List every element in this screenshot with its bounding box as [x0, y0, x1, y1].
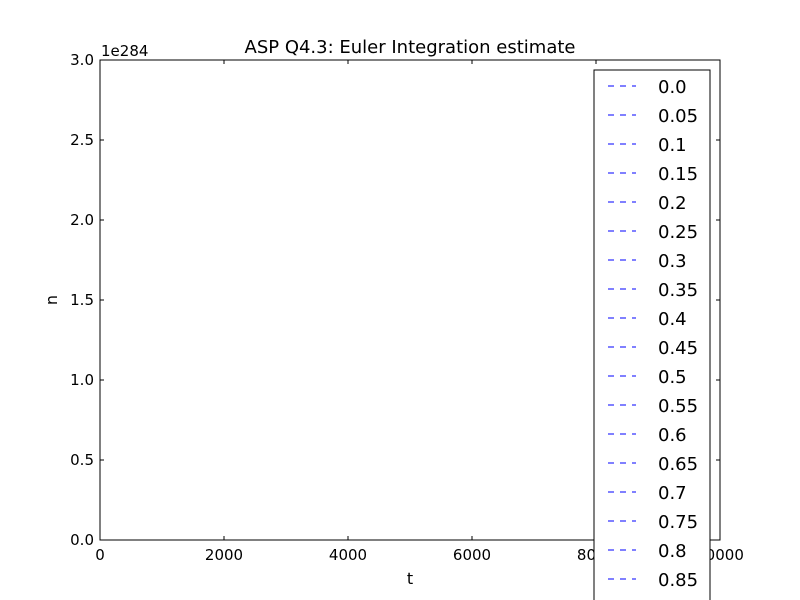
y-tick-label: 0.0	[70, 531, 94, 549]
legend-label: 0.8	[658, 541, 687, 562]
legend-label: 0.0	[658, 77, 687, 98]
legend-box	[593, 69, 711, 600]
legend-label: 0.2	[658, 193, 687, 214]
legend-label: 0.6	[658, 425, 687, 446]
y-axis-label: n	[42, 295, 61, 305]
y-tick-label: 1.5	[70, 291, 94, 309]
y-axis-scale-label: 1e284	[101, 42, 148, 60]
legend-label: 0.4	[658, 309, 687, 330]
legend-label: 0.85	[658, 570, 698, 591]
legend-label: 0.5	[658, 367, 687, 388]
legend-label: 0.35	[658, 280, 698, 301]
legend-label: 0.1	[658, 135, 687, 156]
y-tick-label: 2.0	[70, 211, 94, 229]
legend-label: 0.55	[658, 396, 698, 417]
x-tick-label: 4000	[329, 546, 367, 564]
legend-label: 0.65	[658, 454, 698, 475]
legend-label: 0.05	[658, 106, 698, 127]
legend: 0.0 0.05 0.1 0.15 0.2 0.25 0.3 0.35 0.4 0.45 0.5 0.…	[593, 69, 711, 600]
legend-label: 0.25	[658, 222, 698, 243]
legend-items: 0.0 0.05 0.1 0.15 0.2 0.25 0.3 0.35 0.4 0.45 0.5 0.…	[608, 77, 698, 591]
y-axis-ticks: 0.0 0.5 1.0 1.5 2.0 2.5 3.0	[70, 51, 720, 549]
x-tick-label: 2000	[205, 546, 243, 564]
x-tick-label: 0	[95, 546, 105, 564]
legend-label: 0.3	[658, 251, 687, 272]
y-tick-label: 2.5	[70, 131, 94, 149]
legend-label: 0.7	[658, 483, 687, 504]
legend-label: 0.75	[658, 512, 698, 533]
y-tick-label: 1.0	[70, 371, 94, 389]
x-axis-label: t	[407, 569, 413, 588]
y-tick-label: 0.5	[70, 451, 94, 469]
legend-label: 0.15	[658, 164, 698, 185]
y-tick-label: 3.0	[70, 51, 94, 69]
chart-title: ASP Q4.3: Euler Integration estimate	[245, 37, 576, 58]
legend-label: 0.45	[658, 338, 698, 359]
x-tick-label: 6000	[453, 546, 491, 564]
